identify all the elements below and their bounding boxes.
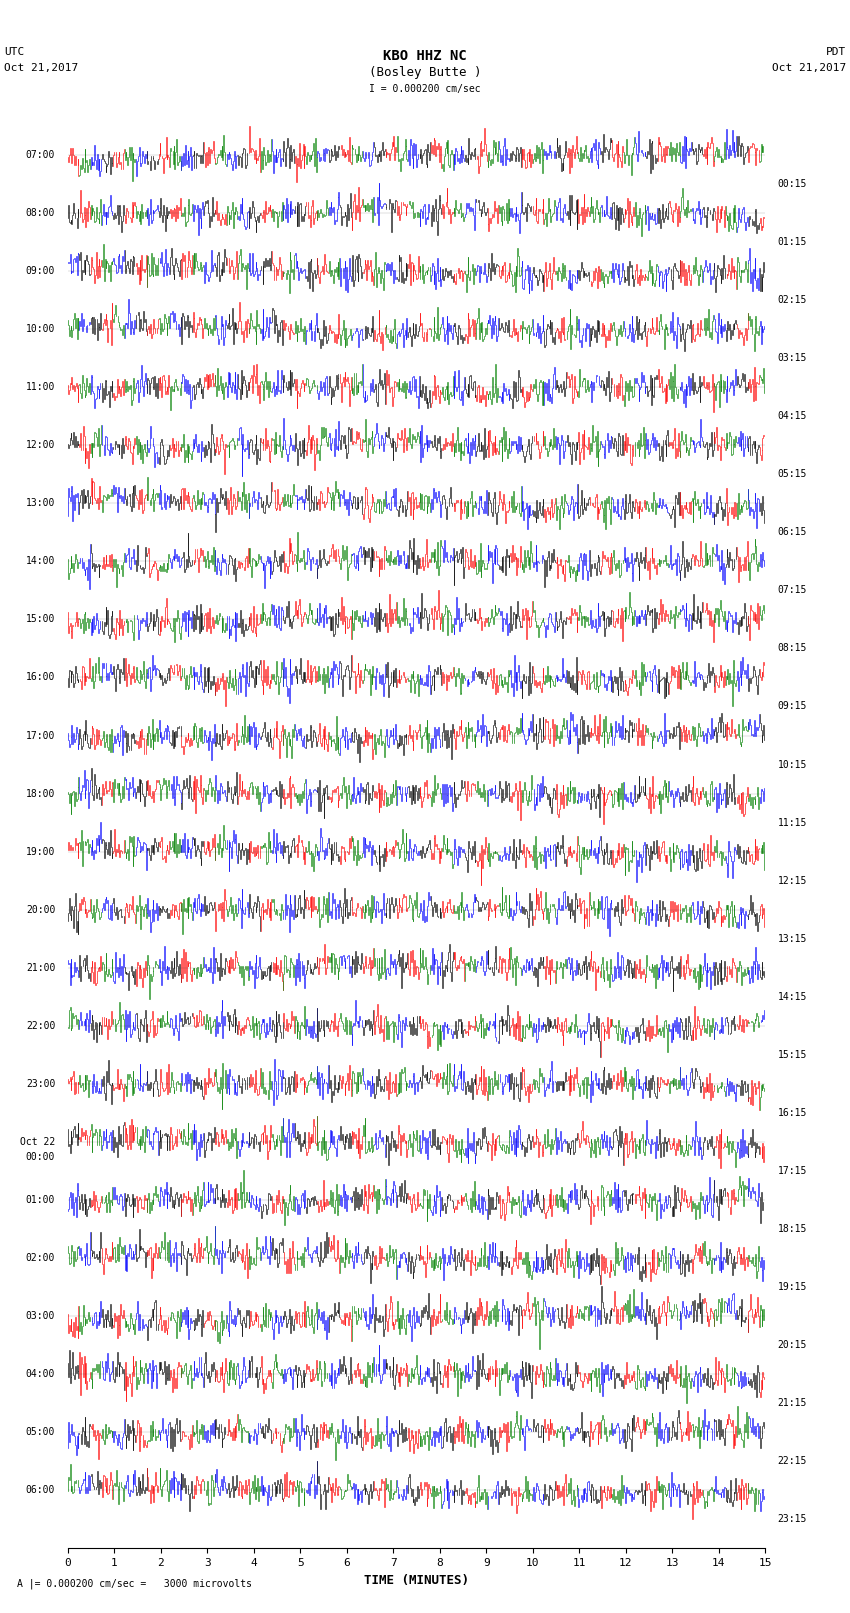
- Text: 13:15: 13:15: [778, 934, 807, 944]
- Text: 09:15: 09:15: [778, 702, 807, 711]
- Text: Oct 22: Oct 22: [20, 1137, 55, 1147]
- Text: (Bosley Butte ): (Bosley Butte ): [369, 66, 481, 79]
- Text: 05:00: 05:00: [26, 1428, 55, 1437]
- Text: 17:00: 17:00: [26, 731, 55, 740]
- Text: 07:15: 07:15: [778, 586, 807, 595]
- Text: 14:15: 14:15: [778, 992, 807, 1002]
- Text: 12:15: 12:15: [778, 876, 807, 886]
- Text: 19:15: 19:15: [778, 1282, 807, 1292]
- Text: 12:00: 12:00: [26, 440, 55, 450]
- Text: A |= 0.000200 cm/sec =   3000 microvolts: A |= 0.000200 cm/sec = 3000 microvolts: [17, 1579, 252, 1589]
- Text: 16:15: 16:15: [778, 1108, 807, 1118]
- Text: KBO HHZ NC: KBO HHZ NC: [383, 50, 467, 63]
- Text: 16:00: 16:00: [26, 673, 55, 682]
- Text: 01:00: 01:00: [26, 1195, 55, 1205]
- Text: 15:15: 15:15: [778, 1050, 807, 1060]
- Text: 03:15: 03:15: [778, 353, 807, 363]
- Text: 18:00: 18:00: [26, 789, 55, 798]
- Text: UTC: UTC: [4, 47, 25, 56]
- Text: 00:15: 00:15: [778, 179, 807, 189]
- Text: 05:15: 05:15: [778, 469, 807, 479]
- Text: I = 0.000200 cm/sec: I = 0.000200 cm/sec: [369, 84, 481, 94]
- Text: 19:00: 19:00: [26, 847, 55, 857]
- Text: 11:00: 11:00: [26, 382, 55, 392]
- Text: 20:00: 20:00: [26, 905, 55, 915]
- Text: 23:00: 23:00: [26, 1079, 55, 1089]
- Text: 08:00: 08:00: [26, 208, 55, 218]
- Text: Oct 21,2017: Oct 21,2017: [772, 63, 846, 73]
- Text: 07:00: 07:00: [26, 150, 55, 160]
- Text: 00:00: 00:00: [26, 1152, 55, 1161]
- Text: PDT: PDT: [825, 47, 846, 56]
- Text: 06:00: 06:00: [26, 1486, 55, 1495]
- Text: 03:00: 03:00: [26, 1311, 55, 1321]
- Text: 14:00: 14:00: [26, 556, 55, 566]
- Text: 17:15: 17:15: [778, 1166, 807, 1176]
- Text: 23:15: 23:15: [778, 1515, 807, 1524]
- Text: 18:15: 18:15: [778, 1224, 807, 1234]
- Text: 09:00: 09:00: [26, 266, 55, 276]
- Text: 10:00: 10:00: [26, 324, 55, 334]
- Text: 02:15: 02:15: [778, 295, 807, 305]
- Text: 11:15: 11:15: [778, 818, 807, 827]
- Text: 13:00: 13:00: [26, 498, 55, 508]
- Text: 06:15: 06:15: [778, 527, 807, 537]
- Text: Oct 21,2017: Oct 21,2017: [4, 63, 78, 73]
- Text: 22:15: 22:15: [778, 1457, 807, 1466]
- Text: 21:15: 21:15: [778, 1398, 807, 1408]
- Text: 01:15: 01:15: [778, 237, 807, 247]
- Text: 10:15: 10:15: [778, 760, 807, 769]
- Text: 04:00: 04:00: [26, 1369, 55, 1379]
- X-axis label: TIME (MINUTES): TIME (MINUTES): [364, 1574, 469, 1587]
- Text: 15:00: 15:00: [26, 615, 55, 624]
- Text: 22:00: 22:00: [26, 1021, 55, 1031]
- Text: 21:00: 21:00: [26, 963, 55, 973]
- Text: 08:15: 08:15: [778, 644, 807, 653]
- Text: 02:00: 02:00: [26, 1253, 55, 1263]
- Text: 20:15: 20:15: [778, 1340, 807, 1350]
- Text: 04:15: 04:15: [778, 411, 807, 421]
